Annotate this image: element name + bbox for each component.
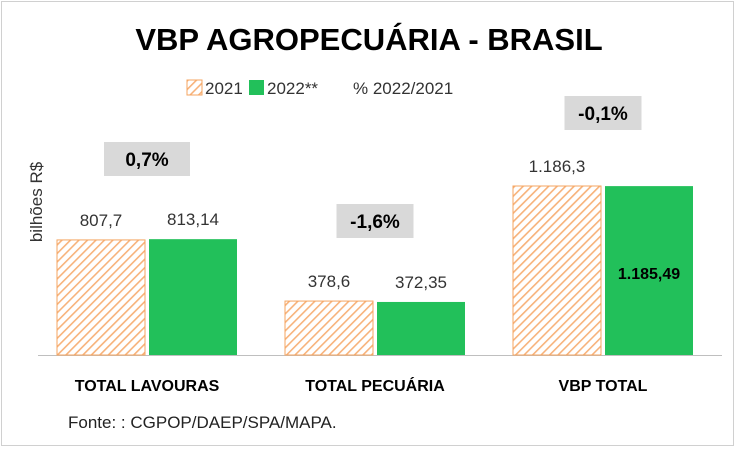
- legend-label-2022: 2022**: [267, 79, 318, 98]
- bars-group: 807,7 813,14 0,7% TOTAL LAVOURAS 378,6 372,35…: [56, 96, 693, 395]
- change-label-1: 0,7%: [125, 150, 168, 171]
- legend-label-2021: 2021: [205, 79, 243, 98]
- category-label-2: TOTAL PECUÁRIA: [305, 376, 445, 395]
- bar-2021-1: [56, 239, 146, 356]
- chart-title: VBP AGROPECUÁRIA - BRASIL: [135, 22, 602, 57]
- category-label-1: TOTAL LAVOURAS: [75, 378, 220, 395]
- bar-2022-2: [377, 301, 465, 355]
- bar-2021-2: [284, 300, 374, 356]
- legend-swatch-2022: [249, 80, 264, 95]
- bar-2022-3: [605, 186, 693, 355]
- value-label-2022-3: 1.185,49: [618, 266, 680, 283]
- change-box-1: [104, 142, 190, 176]
- value-label-2022-1: 813,14: [167, 210, 219, 229]
- bar-2021-3: [512, 185, 602, 356]
- bar-2022-1: [149, 239, 237, 355]
- change-box-2: [336, 204, 414, 238]
- legend-label-change: % 2022/2021: [353, 79, 453, 98]
- value-label-2022-2: 372,35: [395, 273, 447, 292]
- value-label-2021-3: 1.186,3: [529, 157, 586, 176]
- change-box-3: [564, 96, 642, 130]
- value-label-2021-2: 378,6: [308, 272, 351, 291]
- y-axis-label: bilhões R$: [27, 161, 46, 242]
- source-note: Fonte: : CGPOP/DAEP/SPA/MAPA.: [68, 413, 337, 432]
- category-label-3: VBP TOTAL: [559, 378, 648, 395]
- legend: 2021 2022** % 2022/2021: [186, 79, 453, 98]
- value-label-2021-1: 807,7: [80, 211, 123, 230]
- change-label-2: -1,6%: [350, 212, 400, 233]
- change-label-3: -0,1%: [578, 104, 628, 125]
- legend-swatch-2021: [186, 79, 203, 96]
